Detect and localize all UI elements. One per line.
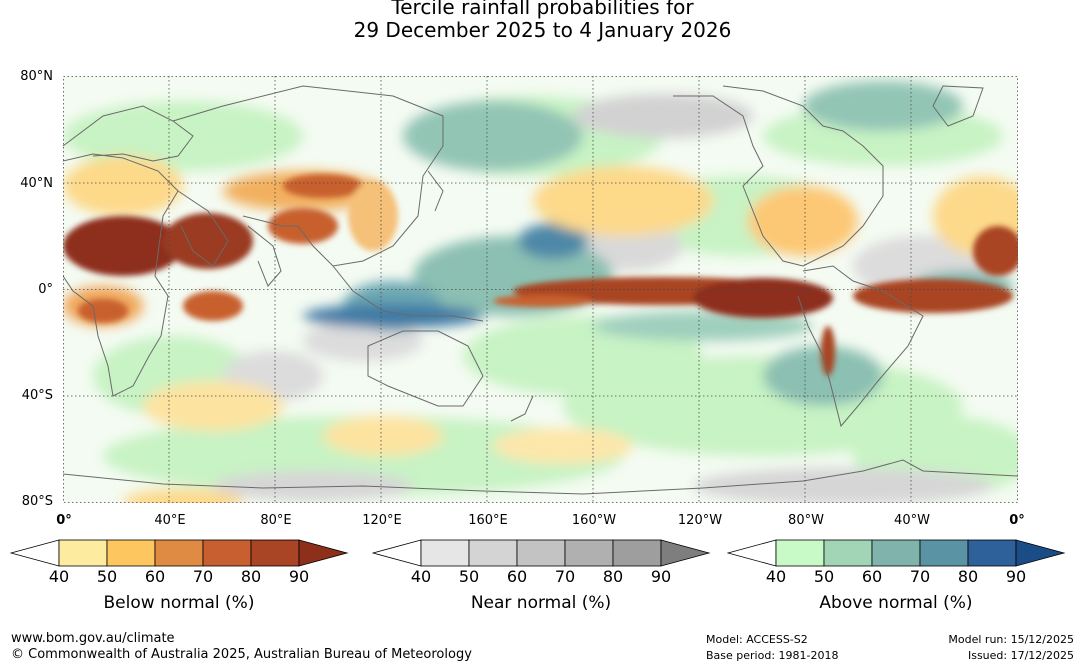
footer-copyright: © Commonwealth of Australia 2025, Austra… <box>11 647 472 662</box>
lon-label-0-east: 0° <box>1009 513 1025 528</box>
colorbar-segment <box>420 539 470 567</box>
colorbar-segment <box>919 539 969 567</box>
tick: 50 <box>813 567 835 586</box>
colorbar-segment <box>250 539 300 567</box>
lon-label-40e: 40°E <box>154 513 186 528</box>
colorbar-segment <box>468 539 518 567</box>
colorbar-below-normal <box>9 539 349 567</box>
footer-left: www.bom.gov.au/climate © Commonwealth of… <box>11 631 472 663</box>
tick: 40 <box>48 567 70 586</box>
footer-model-info: Model: ACCESS-S2 Base period: 1981-2018 <box>706 632 838 664</box>
legend-below-caption: Below normal (%) <box>103 593 255 613</box>
lon-label-0-west: 0° <box>56 513 72 528</box>
colorbar-segment <box>967 539 1017 567</box>
colorbar-extend-low <box>9 539 60 567</box>
tick: 70 <box>909 567 931 586</box>
tick: 60 <box>861 567 883 586</box>
graticule <box>63 76 1018 503</box>
colorbar-segment <box>775 539 825 567</box>
tick: 80 <box>957 567 979 586</box>
title-line-2: 29 December 2025 to 4 January 2026 <box>353 18 732 42</box>
tick: 50 <box>458 567 480 586</box>
lon-label-120e: 120°E <box>362 513 402 528</box>
legend-near-caption: Near normal (%) <box>470 593 612 613</box>
footer-model: Model: ACCESS-S2 <box>706 633 808 646</box>
tick: 90 <box>650 567 672 586</box>
map-svg <box>63 76 1018 503</box>
tick: 80 <box>602 567 624 586</box>
colorbar-segment <box>871 539 921 567</box>
footer-url[interactable]: www.bom.gov.au/climate <box>11 631 175 646</box>
footer-issued: Issued: 17/12/2025 <box>967 649 1074 662</box>
lon-label-160w: 160°W <box>571 513 617 528</box>
colorbar-segment <box>612 539 662 567</box>
strong-signals <box>63 174 1018 376</box>
tick: 40 <box>410 567 432 586</box>
title-line-1: Tercile rainfall probabilities for <box>391 0 694 19</box>
coastlines <box>63 85 1018 495</box>
lat-label-40s: 40°S <box>21 388 53 403</box>
colorbar-above-normal <box>726 539 1066 567</box>
lat-label-80n: 80°N <box>20 69 53 84</box>
tick: 90 <box>1005 567 1027 586</box>
colorbar-extend-low <box>371 539 422 567</box>
colorbar-near-normal <box>371 539 711 567</box>
legend-below-normal: 40 50 60 70 80 90 Below normal (%) <box>9 537 350 613</box>
colorbar-extend-high <box>1015 539 1066 567</box>
tick: 80 <box>240 567 262 586</box>
colorbar-segment <box>106 539 156 567</box>
legend-above-caption: Above normal (%) <box>819 593 973 613</box>
map-overlay <box>63 76 1018 503</box>
lon-label-40w: 40°W <box>894 513 930 528</box>
colorbar-extend-low <box>726 539 777 567</box>
colorbar-segment <box>823 539 873 567</box>
tick: 90 <box>288 567 310 586</box>
footer-model-run: Model run: 15/12/2025 <box>948 633 1074 646</box>
probability-field <box>63 81 1018 503</box>
legend-above-normal: 40 50 60 70 80 90 Above normal (%) <box>726 537 1067 613</box>
colorbar-segment <box>564 539 614 567</box>
tick: 70 <box>554 567 576 586</box>
chart-title: Tercile rainfall probabilities for 29 De… <box>0 0 1085 42</box>
colorbar-segment <box>154 539 204 567</box>
footer-base-period: Base period: 1981-2018 <box>706 649 839 662</box>
tick: 60 <box>144 567 166 586</box>
footer-dates: Model run: 15/12/2025 Issued: 17/12/2025 <box>948 632 1074 664</box>
legend-near-normal: 40 50 60 70 80 90 Near normal (%) <box>371 537 712 613</box>
lat-label-80s: 80°S <box>21 494 53 509</box>
tick: 70 <box>192 567 214 586</box>
lon-label-80e: 80°E <box>260 513 292 528</box>
tick: 60 <box>506 567 528 586</box>
lon-label-120w: 120°W <box>677 513 723 528</box>
lat-label-40n: 40°N <box>20 176 53 191</box>
colorbar-segment <box>202 539 252 567</box>
lat-label-equator: 0° <box>38 282 53 297</box>
tick: 40 <box>765 567 787 586</box>
colorbar-extend-high <box>660 539 711 567</box>
lon-label-160e: 160°E <box>468 513 508 528</box>
colorbar-segment <box>58 539 108 567</box>
rainfall-probability-map <box>63 76 1018 503</box>
lon-label-80w: 80°W <box>788 513 824 528</box>
colorbar-segment <box>516 539 566 567</box>
colorbar-extend-high <box>298 539 349 567</box>
tick: 50 <box>96 567 118 586</box>
